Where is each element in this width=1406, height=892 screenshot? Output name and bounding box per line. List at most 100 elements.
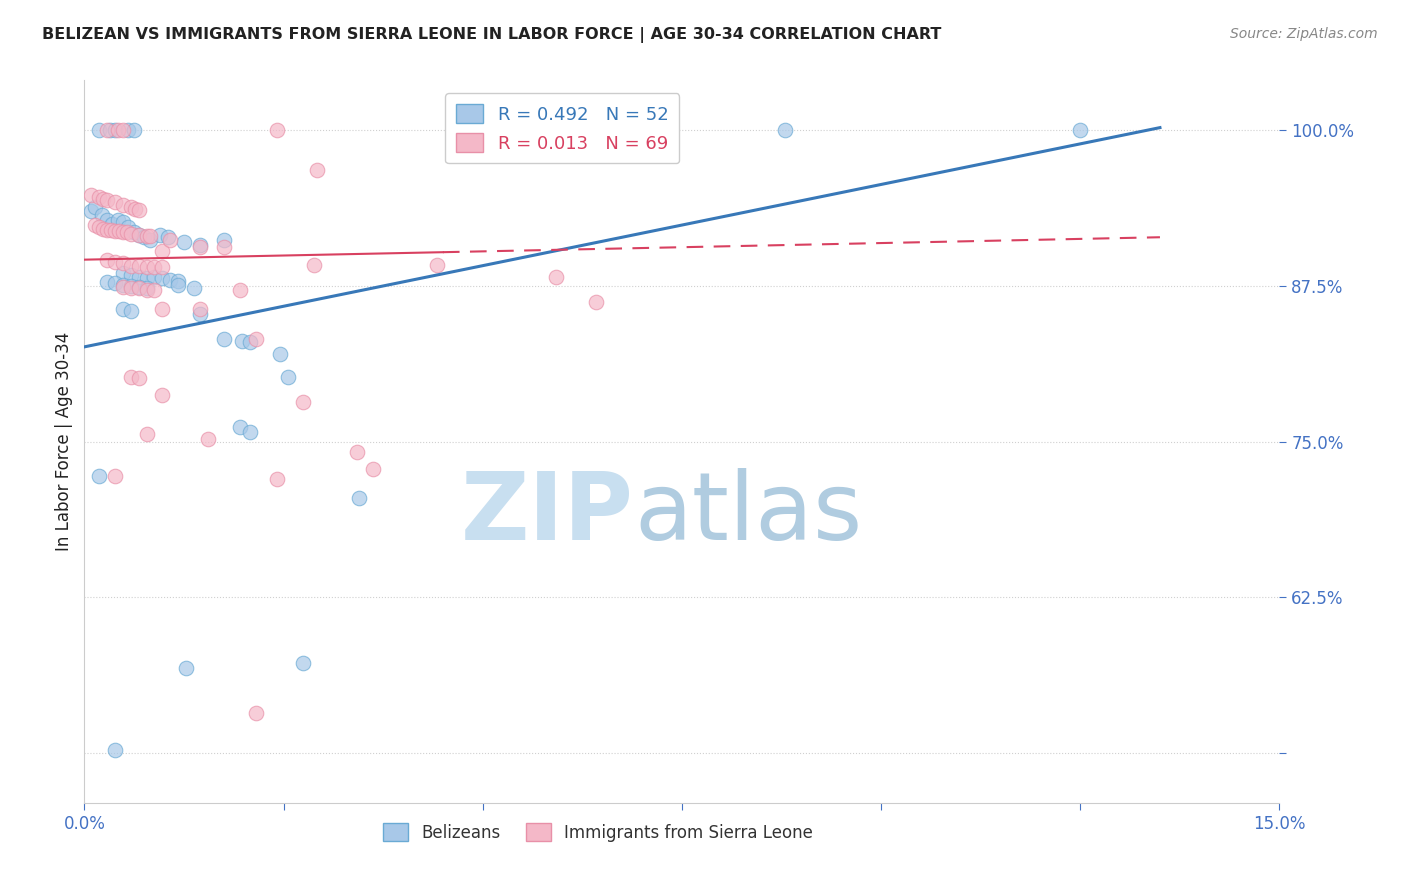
Point [139,229,162,244]
Point [128,270,150,285]
Point [120,268,142,282]
Point [104,469,127,483]
Point [277,369,299,384]
Point [104,224,127,238]
Text: atlas: atlas [634,467,862,560]
Point [135,229,157,244]
Point [544,270,567,285]
Point [104,123,127,137]
Point [104,277,127,291]
Point [229,283,252,297]
Point [111,280,134,294]
Point [120,227,142,241]
Point [132,230,156,244]
Point [135,260,157,274]
Point [96,193,118,207]
Point [104,743,127,757]
Point [188,237,211,252]
Point [135,271,157,285]
Point [305,163,328,178]
Point [128,227,150,242]
Point [157,230,180,244]
Point [120,259,142,273]
Point [229,419,252,434]
Point [239,425,262,439]
Point [135,283,157,297]
Point [292,394,315,409]
Point [120,369,142,384]
Point [143,283,166,297]
Point [111,123,134,137]
Point [96,223,118,237]
Point [152,302,174,317]
Point [361,462,384,476]
Point [152,271,174,285]
Point [173,235,195,250]
Point [111,225,134,239]
Text: Source: ZipAtlas.com: Source: ZipAtlas.com [1230,27,1378,41]
Point [167,274,190,288]
Point [115,225,138,239]
Point [159,233,181,247]
Point [107,224,129,238]
Legend: Belizeans, Immigrants from Sierra Leone: Belizeans, Immigrants from Sierra Leone [377,817,820,848]
Text: ZIP: ZIP [461,467,634,560]
Point [135,281,157,295]
Point [96,275,118,289]
Point [104,255,127,269]
Point [120,278,142,293]
Point [80,204,103,219]
Point [128,259,150,273]
Point [135,427,157,442]
Point [231,334,253,348]
Point [96,123,118,137]
Point [83,218,105,232]
Point [117,220,139,235]
Point [111,266,134,280]
Point [152,244,174,258]
Point [111,198,134,212]
Point [188,302,211,317]
Point [83,200,105,214]
Point [98,123,121,137]
Point [266,472,288,486]
Point [183,281,205,295]
Point [245,706,267,720]
Point [775,123,797,137]
Point [128,281,150,295]
Point [111,256,134,270]
Point [87,220,110,235]
Point [167,277,190,292]
Point [120,303,142,318]
Point [346,444,368,458]
Point [269,347,291,361]
Point [96,252,118,267]
Point [100,223,122,237]
Point [152,260,174,274]
Point [117,123,139,137]
Point [197,432,219,446]
Point [104,195,127,210]
Point [149,227,172,242]
Point [120,281,142,295]
Point [122,123,145,137]
Point [176,661,198,675]
Point [143,270,166,285]
Text: BELIZEAN VS IMMIGRANTS FROM SIERRA LEONE IN LABOR FORCE | AGE 30-34 CORRELATION : BELIZEAN VS IMMIGRANTS FROM SIERRA LEONE… [42,27,942,43]
Point [128,371,150,385]
Y-axis label: In Labor Force | Age 30-34: In Labor Force | Age 30-34 [55,332,73,551]
Point [425,258,447,272]
Point [87,123,110,137]
Point [655,123,678,137]
Point [212,233,235,247]
Point [128,202,150,217]
Point [188,308,211,322]
Point [585,295,607,310]
Point [292,657,315,671]
Point [212,332,235,346]
Point [239,334,262,349]
Point [128,280,150,294]
Point [96,212,118,227]
Point [188,240,211,254]
Point [87,190,110,204]
